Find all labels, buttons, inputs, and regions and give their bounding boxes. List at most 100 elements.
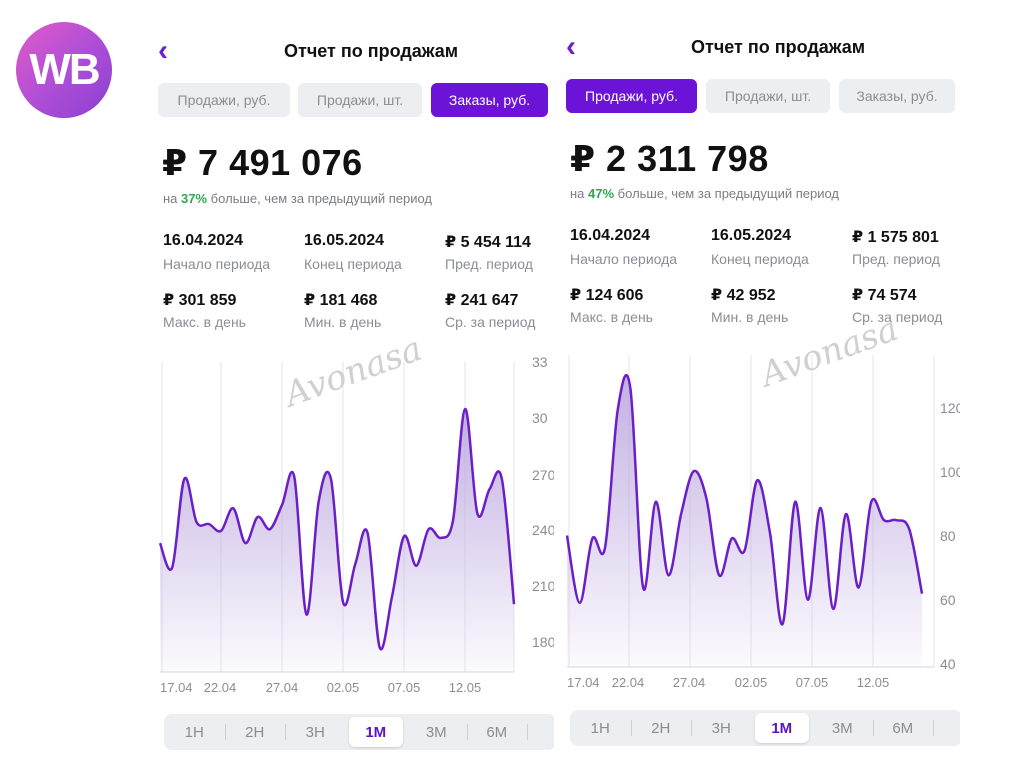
area-fill xyxy=(567,375,922,667)
range-button-0[interactable]: 1Н xyxy=(590,719,610,737)
data-point xyxy=(602,545,608,551)
range-button-2[interactable]: 3Н xyxy=(305,723,325,741)
data-point xyxy=(627,386,633,392)
data-point xyxy=(691,468,697,474)
x-tick-label: 17.04 xyxy=(160,680,193,695)
y-tick-label: 60 xyxy=(940,592,956,608)
comparison-text: на 47% больше, чем за предыдущий период xyxy=(570,186,840,201)
data-point xyxy=(703,496,709,502)
range-separator xyxy=(630,720,632,736)
range-separator xyxy=(224,724,226,740)
sales-report-panel-1: ‹ Отчет по продажам Продажи, руб. Продаж… xyxy=(152,0,554,768)
series-line xyxy=(565,373,924,626)
stat-max-label: Макс. в день xyxy=(163,314,246,330)
data-point xyxy=(830,606,836,612)
range-button-6[interactable]: 1 xyxy=(530,717,554,747)
x-tick-label: 02.05 xyxy=(327,680,360,695)
stat-prev-label: Пред. период xyxy=(852,251,940,267)
data-point xyxy=(157,540,163,546)
range-button-5[interactable]: 6М xyxy=(486,723,508,741)
range-button-3[interactable]: 1М xyxy=(348,717,403,747)
stat-min-label: Мин. в день xyxy=(304,314,382,330)
range-button-6[interactable]: 1 xyxy=(936,713,960,743)
data-point xyxy=(742,548,748,554)
sales-chart[interactable]: 17.04 22.04 27.04 02.05 07.05 12.05 120 100 80 60… xyxy=(560,345,960,693)
range-button-3[interactable]: 1М xyxy=(754,713,809,743)
comparison-text: на 37% больше, чем за предыдущий период xyxy=(163,191,433,206)
data-point xyxy=(401,533,407,539)
tab-sales-rub[interactable]: Продажи, руб. xyxy=(158,83,290,117)
data-point xyxy=(780,621,786,627)
range-separator xyxy=(527,724,528,740)
data-point xyxy=(589,536,595,542)
stat-min-day: ₽ 42 952 xyxy=(711,287,776,304)
data-point xyxy=(340,599,346,605)
data-point xyxy=(615,407,621,413)
back-arrow-icon[interactable]: ‹ xyxy=(158,34,168,67)
tab-orders-rub[interactable]: Заказы, руб. xyxy=(431,83,548,117)
stat-max-day: ₽ 301 859 xyxy=(163,292,237,309)
data-point xyxy=(767,529,773,535)
data-point xyxy=(169,565,175,571)
tab-orders-rub[interactable]: Заказы, руб. xyxy=(839,79,955,113)
data-point xyxy=(818,505,824,511)
data-point xyxy=(665,572,671,578)
data-point xyxy=(438,535,444,541)
data-point xyxy=(511,601,517,607)
stat-start-label: Начало периода xyxy=(163,256,271,272)
tab-sales-pcs[interactable]: Продажи, шт. xyxy=(706,79,830,113)
data-point xyxy=(291,474,297,480)
range-button-1[interactable]: 2Н xyxy=(245,723,265,741)
range-button-4[interactable]: 3М xyxy=(425,723,447,741)
data-point xyxy=(279,502,285,508)
data-point xyxy=(218,528,224,534)
data-point xyxy=(377,645,383,651)
data-point xyxy=(206,521,212,527)
tab-sales-pcs[interactable]: Продажи, шт. xyxy=(298,83,422,117)
wb-logo: WB xyxy=(16,22,112,118)
range-separator xyxy=(933,720,934,736)
stat-min-label: Мин. в день xyxy=(711,309,789,325)
range-separator xyxy=(872,720,874,736)
stat-start-label: Начало периода xyxy=(570,251,678,267)
range-button-2[interactable]: 3Н xyxy=(711,719,731,737)
sales-report-panel-2: ‹ Отчет по продажам Продажи, руб. Продаж… xyxy=(560,0,960,768)
stat-avg-label: Ср. за период xyxy=(852,309,943,325)
x-tick-label: 07.05 xyxy=(388,680,421,695)
data-point xyxy=(894,517,900,523)
y-tick-label: 240 xyxy=(532,522,554,538)
range-button-1[interactable]: 2Н xyxy=(651,719,671,737)
data-point xyxy=(267,526,273,532)
data-point xyxy=(792,499,798,505)
y-tick-label: 33 xyxy=(532,354,548,370)
y-tick-label: 30 xyxy=(532,410,548,426)
y-tick-label: 80 xyxy=(940,528,956,544)
y-tick-label: 120 xyxy=(940,400,960,416)
data-point xyxy=(499,476,505,482)
data-point xyxy=(389,594,395,600)
data-point xyxy=(906,526,912,532)
stat-prev-period: ₽ 1 575 801 xyxy=(852,229,939,246)
stat-end-date: 16.05.2024 xyxy=(711,227,792,244)
range-separator xyxy=(285,724,286,740)
x-tick-label: 02.05 xyxy=(735,675,768,690)
wb-logo-text: WB xyxy=(29,45,100,94)
range-button-5[interactable]: 6М xyxy=(892,719,914,737)
y-tick-label: 100 xyxy=(940,464,960,480)
data-point xyxy=(729,536,735,542)
data-point xyxy=(194,519,200,525)
orders-chart[interactable]: 17.04 22.04 27.04 02.05 07.05 12.05 33 30 270 240… xyxy=(152,350,554,698)
data-point xyxy=(352,561,358,567)
data-point xyxy=(255,514,261,520)
back-arrow-icon[interactable]: ‹ xyxy=(566,30,576,63)
y-tick-label: 210 xyxy=(532,578,554,594)
stat-end-date: 16.05.2024 xyxy=(304,232,385,249)
range-button-0[interactable]: 1Н xyxy=(184,723,204,741)
range-button-4[interactable]: 3М xyxy=(831,719,853,737)
tab-sales-rub[interactable]: Продажи, руб. xyxy=(566,79,697,113)
data-point xyxy=(678,511,684,517)
data-point xyxy=(843,511,849,517)
data-point xyxy=(450,517,456,523)
range-separator xyxy=(466,724,468,740)
data-point xyxy=(365,530,371,536)
